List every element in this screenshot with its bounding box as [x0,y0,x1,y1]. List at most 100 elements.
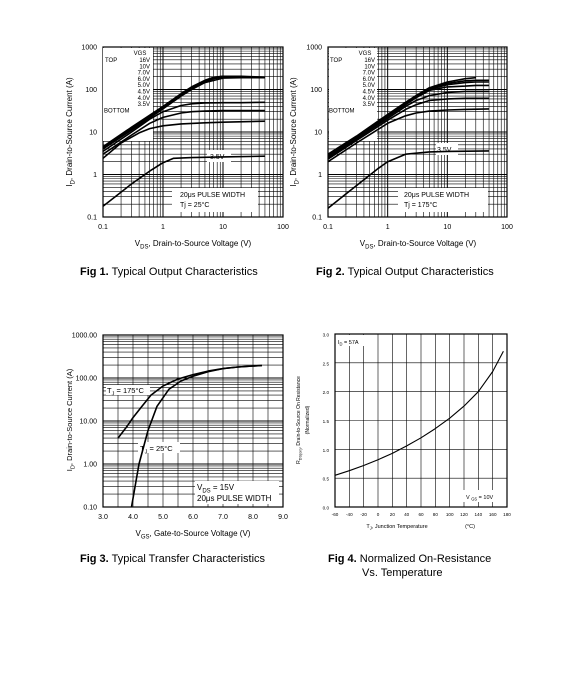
fig3-curve-label-175: TJ = 175°C [107,386,144,397]
fig2-x-axis-label-part-1: DS [365,244,373,250]
fig3-curve-label-175-part-1: J [112,391,115,397]
fig4-x-tick-label: 80 [433,512,439,517]
fig4-x-tick-label: 140 [474,512,482,517]
fig4-x-axis-label-part-0: T [366,524,370,530]
fig3-y-tick-label: 0.10 [83,505,97,512]
fig2-y-tick-label: 0.1 [312,215,322,222]
fig3-curve-label-175-part-0: T [107,386,112,395]
fig2-annotation-temp: Tj = 175°C [404,201,437,209]
fig2-y-axis-label-part-2: , Drain-to-Source Current (A) [289,77,298,180]
fig1-x-axis-label: VDS, Drain-to-Source Voltage (V) [135,239,252,250]
fig3-curve-label-25: TJ = 25°C [140,444,173,455]
fig1-legend-top: TOP [105,58,117,64]
fig4-caption-text: Normalized On-Resistance [359,553,492,565]
fig4-y-axis-label: RDS(on), Drain-to-Source On Resistance [296,376,303,464]
fig2-chart: 0.1 1 10 100 1000 100 10 1 0.1 VGS TOP 16V10V7.0V6.… [289,45,513,251]
fig4-label-box [462,490,506,502]
fig1-legend-value: 6.0V [138,77,150,83]
fig4-y-tick-label: 2.0 [323,390,330,395]
fig2-y-tick-label: 100 [310,87,322,94]
fig3-x-tick-label: 7.0 [218,514,228,521]
fig1-curve-label: 3.5V [210,154,225,161]
fig1-y-tick-label: 100 [85,87,97,94]
fig3-caption-number: Fig 3. [80,553,109,565]
fig4-x-tick-label: 100 [446,512,454,517]
fig4-annotation-vgs-part-0: V [466,495,471,501]
fig1-caption: Fig 1. Typical Output Characteristics [80,265,258,279]
fig1-series-7-line [102,120,265,159]
fig2-curve-label: 3.5V [437,147,452,154]
fig1-legend-header: VGS [134,51,147,57]
fig2-caption-text: Typical Output Characteristics [347,266,494,278]
fig4-y-tick-label: 0.0 [323,506,330,511]
fig3-x-axis-label-part-1: GS [141,534,150,540]
fig1-annotation-temp: Tj = 25°C [180,201,209,209]
fig2-legend-value: 4.0V [363,96,375,102]
fig4-caption-text2: Vs. Temperature [362,567,443,579]
fig4-y-axis-label-part-0: R [296,460,302,464]
fig4-y-tick-label: 1.5 [323,419,330,424]
fig1-chart: 0.1 1 10 100 1000 100 10 1 0.1 VGS TOP 16V10V7.0V6.… [65,45,289,251]
fig3-caption: Fig 3. Typical Transfer Characteristics [80,552,265,566]
fig1-x-tick-label: 0.1 [98,224,108,231]
fig2-x-tick-label: 1 [386,224,390,231]
fig2-x-axis-label-part-2: , Drain-to-Source Voltage (V) [373,239,476,248]
fig1-series-8-line [102,155,265,207]
fig3-x-tick-label: 9.0 [278,514,288,521]
fig1-y-axis-label: ID, Drain-to-Source Current (A) [65,77,76,187]
fig4-x-tick-label: 20 [390,512,396,517]
fig2-legend-value: 5.0V [363,83,375,89]
fig2-x-tick-label: 0.1 [323,224,333,231]
fig3-y-axis-label: ID, Drain-to-Source Current (A) [65,368,76,471]
fig3-y-axis-label-part-2: , Drain-to-Source Current (A) [65,368,74,465]
fig1-y-axis-label-part-0: I [65,184,74,186]
fig2-caption: Fig 2. Typical Output Characteristics [316,265,494,279]
fig2-label-box [329,48,377,141]
fig2-legend-bottom: BOTTOM [329,109,355,115]
fig3-curve-label-25-part-0: T [140,444,145,453]
fig3-curve-label-25-part-1: J [145,449,148,455]
fig3-x-tick-label: 8.0 [248,514,258,521]
fig2-frame [327,46,508,218]
fig4-x-tick-label: -60 [332,512,339,517]
fig3-x-tick-label: 5.0 [158,514,168,521]
fig2-y-tick-label: 10 [314,130,322,137]
fig3-annotation-pulse: 20μs PULSE WIDTH [197,494,272,503]
fig2-x-tick-label: 10 [443,224,451,231]
fig1-label-box [172,188,258,212]
fig4-x-tick-label: 40 [404,512,410,517]
fig1-caption-text: Typical Output Characteristics [111,266,258,278]
fig3-annotation-vds-part-2: = 15V [211,483,235,492]
fig4-y-tick-label: 2.5 [323,361,330,366]
fig3-x-tick-label: 6.0 [188,514,198,521]
fig4-caption-number: Fig 4. [328,553,357,565]
fig2-x-axis-label-part-0: V [360,239,366,248]
fig2-legend-value: 4.5V [363,90,375,96]
fig4-y-tick-label: 3.0 [323,333,330,338]
fig3-y-axis-label-part-0: I [65,469,74,471]
fig4-annotation-vgs-part-2: = 10V [477,495,493,501]
fig4-x-axis-label-part-2: , Junction Temperature [372,524,428,530]
fig2-series-8-line [327,150,490,209]
fig1-series-4-line [102,76,265,150]
fig1-y-tick-label: 1 [93,172,97,179]
fig4-x-tick-label: 180 [503,512,511,517]
fig3-x-axis-label-part-2: , Gate-to-Source Voltage (V) [150,529,251,538]
fig2-legend-top: TOP [330,58,342,64]
fig2-legend-header: VGS [359,51,372,57]
fig2-caption-number: Fig 2. [316,266,345,278]
fig4-x-tick-label: 160 [489,512,497,517]
fig4-series-1-line [334,351,504,476]
fig4-y-axis-label-line2: (Normalized) [305,405,311,434]
fig4-annotation-vgs-part-1: GS [471,497,477,502]
fig2-y-axis-label: ID, Drain-to-Source Current (A) [289,77,300,187]
fig1-x-tick-label: 10 [219,224,227,231]
fig2-series-5-line [327,90,489,159]
fig3-chart: 3.0 4.0 5.0 6.0 7.0 8.0 9.0 1000.00 100.00 10.00 1… [65,333,288,541]
fig3-series-2-line [130,364,263,508]
fig2-series-4-line [327,84,489,157]
fig3-y-tick-label: 1000.00 [72,333,97,340]
fig4-chart: -60 -40 -20 0 20 40 60 80 100 120 140 160 180 3.0 2.5 2… [296,333,511,531]
